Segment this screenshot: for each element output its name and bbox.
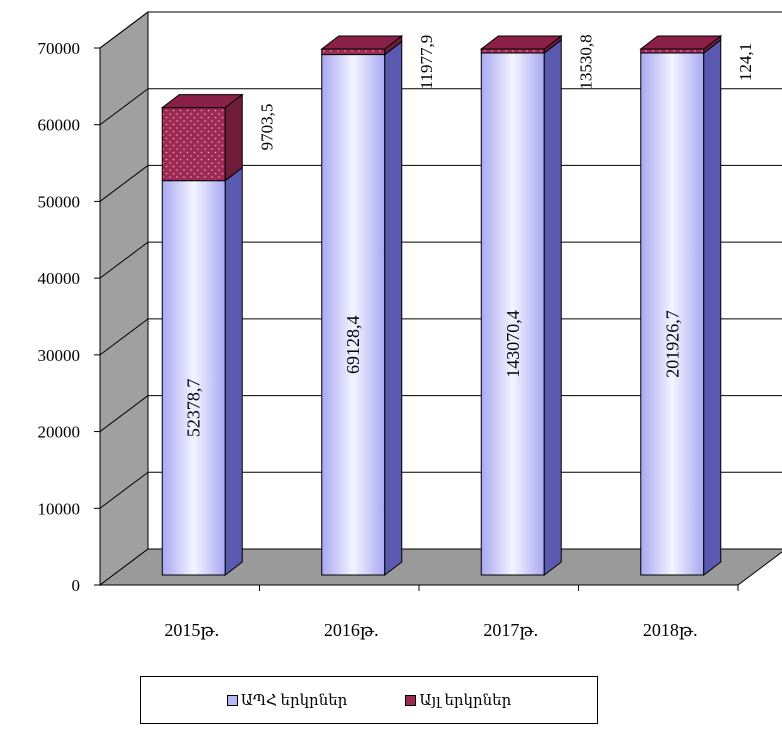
gridline-side	[99, 318, 149, 356]
legend-swatch-cis	[226, 694, 238, 706]
data-label-other: 9703,5	[257, 104, 276, 151]
data-label-other: 11977,9	[417, 35, 436, 90]
gridline-side	[99, 165, 149, 202]
bar-cis	[321, 54, 386, 576]
x-tick-label: 2016թ.	[324, 620, 379, 640]
legend-swatch-other	[405, 694, 417, 706]
bar-cis-side	[384, 40, 403, 577]
bar-top-cap	[479, 35, 563, 50]
bar-cis	[161, 180, 226, 576]
y-tick-label: 70000	[38, 39, 81, 58]
bar-cis-side	[703, 38, 722, 577]
bar-top-cap	[160, 94, 244, 109]
gridline-side	[99, 395, 149, 432]
legend-item-cis: ԱՊՀ երկրներ	[226, 691, 348, 710]
gridline-side	[99, 241, 149, 279]
data-label-cis: 69128,4	[343, 316, 363, 375]
x-tick-label: 2017թ.	[483, 620, 538, 640]
gridline-side	[99, 88, 149, 126]
legend-item-other: Այլ երկրներ	[405, 691, 511, 710]
bar-other	[161, 107, 226, 182]
y-tick-label: 60000	[38, 116, 81, 135]
y-tick-label: 10000	[38, 499, 81, 518]
bar-other	[480, 48, 545, 54]
y-tick-label: 50000	[38, 192, 81, 211]
y-tick-label: 40000	[38, 269, 81, 288]
bar-top-cap	[639, 35, 723, 50]
side-wall	[99, 11, 149, 586]
y-tick-label: 20000	[38, 423, 81, 442]
data-label-other: 124,1	[736, 43, 755, 81]
y-tick-label: 0	[72, 576, 81, 595]
legend: ԱՊՀ երկրներ Այլ երկրներ	[140, 676, 598, 724]
bar-cis	[480, 52, 545, 576]
legend-label-cis: ԱՊՀ երկրներ	[240, 692, 348, 709]
bar-other	[640, 48, 705, 54]
bar-cis-side	[224, 166, 243, 577]
bar-cis	[640, 52, 705, 576]
gridline-side	[99, 11, 149, 49]
y-tick-label: 30000	[38, 346, 81, 365]
bar-cis-side	[543, 38, 562, 577]
bar-top-cap	[320, 35, 404, 50]
x-tick-label: 2015թ.	[164, 620, 219, 640]
data-label-other: 13530,8	[576, 34, 595, 89]
gridline-side	[99, 471, 149, 509]
legend-label-other: Այլ երկրներ	[419, 692, 512, 709]
data-label-cis: 201926,7	[662, 310, 682, 378]
data-label-cis: 52378,7	[184, 379, 204, 438]
bar-other-side	[224, 93, 243, 182]
x-tick-label: 2018թ.	[643, 620, 698, 640]
data-label-cis: 143070,4	[503, 310, 523, 378]
bar-other	[321, 48, 386, 56]
